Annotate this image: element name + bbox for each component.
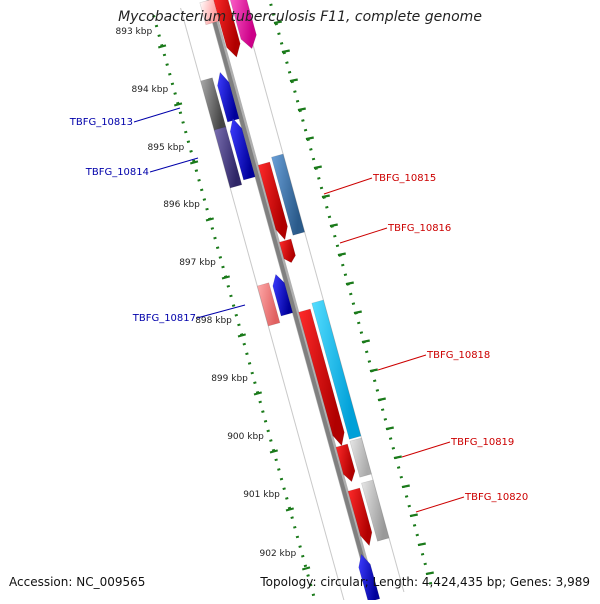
gene-TBFG_10816[interactable] xyxy=(279,238,296,263)
axis-tick-label: 894 kbp xyxy=(132,85,169,95)
gene-feature-partial[interactable] xyxy=(199,0,220,26)
gene-label[interactable]: TBFG_10817 xyxy=(132,313,196,324)
axis-tick-label: 900 kbp xyxy=(227,432,264,442)
ruler-tick-mark xyxy=(289,78,298,83)
gene-feature-steelblue[interactable] xyxy=(271,153,305,236)
axis-tick-label: 901 kbp xyxy=(243,490,280,500)
gene-leader-line xyxy=(133,107,181,123)
axis-tick-mark xyxy=(285,507,294,512)
ruler-tick-mark xyxy=(377,397,386,402)
gene-leader-line xyxy=(196,304,246,319)
ruler-tick-mark xyxy=(361,339,370,344)
ruler-tick-mark xyxy=(281,49,290,54)
ruler-tick-mark xyxy=(401,484,410,489)
ruler-tick-mark xyxy=(393,455,402,460)
left-dotted-ruler xyxy=(152,15,318,604)
gene-label[interactable]: TBFG_10813 xyxy=(69,117,133,128)
ruler-tick-mark xyxy=(385,426,394,431)
gene-feature-gray2[interactable] xyxy=(361,479,390,542)
ruler-tick-mark xyxy=(305,136,314,141)
backbone-line xyxy=(206,0,376,601)
ruler-tick-mark xyxy=(345,281,354,286)
page-title: Mycobacterium tuberculosis F11, complete… xyxy=(118,9,482,25)
gene-TBFG_10820[interactable] xyxy=(347,487,373,547)
axis-tick-label: 897 kbp xyxy=(179,258,216,268)
gene-TBFG_10818[interactable] xyxy=(298,308,345,447)
gene-TBFG_10813[interactable] xyxy=(217,71,240,123)
gene-TBFG_10814[interactable] xyxy=(229,117,256,181)
ruler-tick-mark xyxy=(425,571,434,576)
axis-tick-label: 895 kbp xyxy=(148,143,185,153)
axis-tick-mark xyxy=(174,102,183,107)
ruler-tick-mark xyxy=(417,542,426,547)
ruler-tick-mark xyxy=(313,165,322,170)
axis-tick-mark xyxy=(253,391,262,396)
gene-feature-slate[interactable] xyxy=(213,126,243,189)
gene-feature-cyan[interactable] xyxy=(311,299,362,440)
axis-tick-mark xyxy=(190,160,199,165)
gene-TBFG_10819[interactable] xyxy=(335,443,356,483)
axis-tick-mark xyxy=(205,217,214,222)
gene-feature-forward-pink[interactable] xyxy=(229,0,257,50)
gene-leader-line xyxy=(339,227,388,244)
gene-feature-reverse-bottom[interactable] xyxy=(358,553,381,603)
axis-tick-mark xyxy=(221,275,230,280)
gene-feature-lightgray[interactable] xyxy=(349,437,372,478)
gene-TBFG_10817[interactable] xyxy=(272,273,294,317)
gene-leader-line xyxy=(323,177,373,195)
axis-tick-label: 896 kbp xyxy=(163,200,200,210)
ruler-tick-mark xyxy=(337,252,346,257)
ruler-tick-mark xyxy=(409,513,418,518)
gene-leader-line xyxy=(149,157,199,173)
genome-summary-text: Topology: circular; Length: 4,424,435 bp… xyxy=(260,575,590,589)
axis-tick-mark xyxy=(237,333,246,338)
gene-label[interactable]: TBFG_10815 xyxy=(372,173,436,184)
gene-label[interactable]: TBFG_10818 xyxy=(426,350,490,361)
axis-tick-mark xyxy=(269,449,278,454)
right-bound-line xyxy=(240,0,405,593)
ruler-tick-mark xyxy=(369,368,378,373)
axis-tick-label: 893 kbp xyxy=(116,27,153,37)
gene-label[interactable]: TBFG_10820 xyxy=(464,492,528,503)
axis-tick-label: 898 kbp xyxy=(195,316,232,326)
gene-leader-line xyxy=(377,354,427,371)
gene-feature-forward[interactable] xyxy=(213,0,241,58)
axis-tick-label: 902 kbp xyxy=(260,549,297,559)
ruler-tick-mark xyxy=(321,194,330,199)
axis-tick-mark xyxy=(158,44,167,49)
gene-TBFG_10815[interactable] xyxy=(257,161,288,241)
gene-feature-gray[interactable] xyxy=(200,77,227,132)
gene-label[interactable]: TBFG_10814 xyxy=(85,167,149,178)
gene-feature-pink[interactable] xyxy=(256,282,281,327)
ruler-tick-mark xyxy=(273,20,282,25)
axis-tick-label: 899 kbp xyxy=(211,374,248,384)
gene-label[interactable]: TBFG_10819 xyxy=(450,437,514,448)
accession-text: Accession: NC_009565 xyxy=(9,575,146,589)
gene-leader-line xyxy=(401,441,451,458)
ruler-tick-mark xyxy=(353,310,362,315)
axis-tick-mark xyxy=(302,566,311,571)
ruler-tick-mark xyxy=(329,223,338,228)
gene-leader-line xyxy=(415,496,465,513)
ruler-tick-mark xyxy=(297,107,306,112)
gene-label[interactable]: TBFG_10816 xyxy=(387,223,451,234)
